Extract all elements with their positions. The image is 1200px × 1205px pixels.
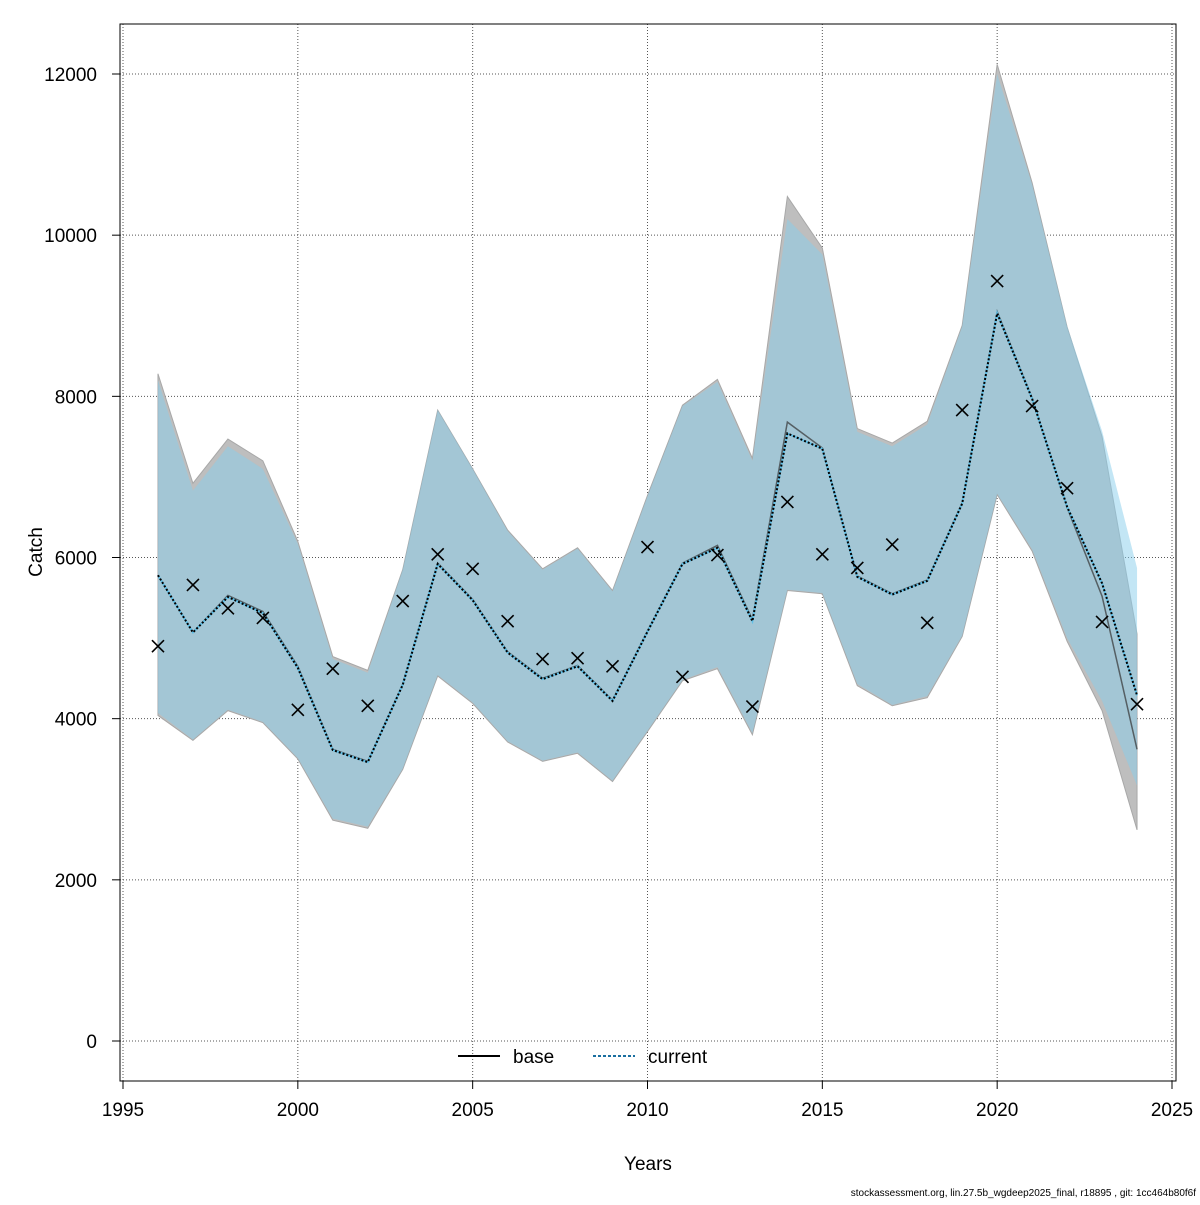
y-tick-label: 10000: [44, 226, 97, 247]
x-axis-label: Years: [624, 1154, 672, 1175]
observed-point: [1025, 399, 1039, 413]
observed-point: [221, 601, 235, 615]
y-axis: 0 2000 4000 6000 8000 10000 12000: [44, 65, 120, 1053]
observed-point: [675, 670, 690, 684]
y-tick-label: 2000: [55, 871, 97, 892]
observed-point: [431, 547, 445, 561]
y-axis-label: Catch: [26, 527, 47, 577]
observed-point: [186, 578, 200, 592]
observed-point: [1095, 615, 1109, 629]
observed-point: [710, 548, 724, 562]
observed-point: [745, 700, 759, 714]
x-tick-label: 2010: [626, 1100, 668, 1121]
observed-point: [291, 703, 305, 717]
x-tick-label: 2025: [1151, 1100, 1193, 1121]
observed-points: [151, 274, 1144, 717]
y-tick-label: 6000: [55, 549, 97, 570]
x-tick-label: 2000: [277, 1100, 319, 1121]
series-lines: [157, 309, 1138, 764]
legend: base current: [458, 1047, 708, 1068]
observed-point: [955, 403, 969, 417]
line-current-under: [157, 309, 1138, 764]
observed-point: [990, 274, 1004, 288]
legend-label-base: base: [513, 1047, 554, 1068]
x-tick-label: 2020: [976, 1100, 1018, 1121]
x-tick-label: 2005: [452, 1100, 494, 1121]
observed-point: [780, 495, 794, 509]
y-tick-label: 4000: [55, 710, 97, 731]
band-current: [157, 74, 1138, 827]
observed-point: [640, 540, 655, 554]
observed-point: [501, 614, 515, 628]
y-tick-label: 0: [86, 1032, 97, 1053]
observed-point: [920, 616, 934, 630]
observed-point: [815, 547, 829, 561]
observed-point: [326, 662, 340, 676]
observed-point: [361, 699, 375, 713]
observed-point: [256, 611, 270, 625]
x-tick-label: 2015: [801, 1100, 843, 1121]
observed-point: [396, 594, 410, 608]
observed-point: [151, 639, 165, 653]
legend-label-current: current: [648, 1047, 708, 1068]
observed-point: [1060, 481, 1074, 495]
x-tick-label: 1995: [102, 1100, 144, 1121]
x-axis: 1995 2000 2005 2010 2015 2020 2025: [102, 1080, 1193, 1121]
y-tick-label: 8000: [55, 387, 97, 408]
observed-point: [605, 659, 620, 673]
observed-point: [466, 562, 480, 576]
y-tick-label: 12000: [44, 65, 97, 86]
observed-point: [536, 652, 550, 666]
footer-note: stockassessment.org, lin.27.5b_wgdeep202…: [851, 1188, 1196, 1199]
observed-point: [885, 538, 899, 552]
observed-point: [1130, 697, 1144, 711]
confidence-bands: [157, 64, 1138, 831]
observed-point: [850, 561, 864, 575]
observed-point: [571, 651, 585, 665]
